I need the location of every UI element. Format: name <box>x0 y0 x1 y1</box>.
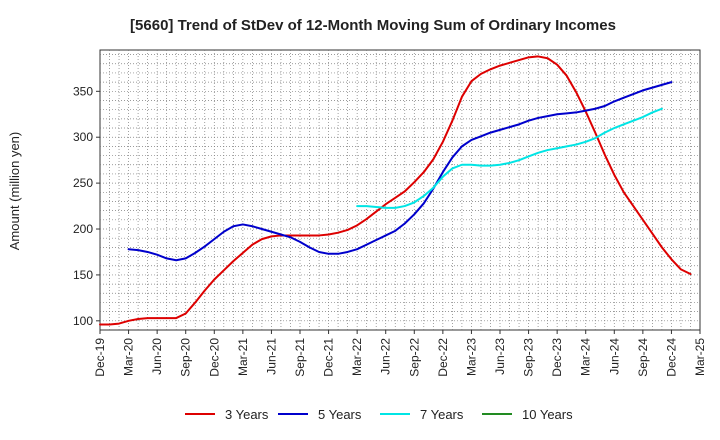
x-tick-label: Sep-23 <box>522 338 536 377</box>
legend: 3 Years 5 Years 7 Years 10 Years <box>185 407 573 422</box>
x-tick-label: Dec-22 <box>436 338 450 377</box>
y-tick-label: 100 <box>73 314 93 328</box>
x-tick-label: Jun-21 <box>264 338 278 375</box>
x-tick-label: Mar-24 <box>579 338 593 376</box>
y-tick-label: 350 <box>73 84 93 98</box>
x-tick-label: Mar-22 <box>350 338 364 376</box>
x-tick-label: Mar-21 <box>236 338 250 376</box>
x-tick-label: Dec-20 <box>207 338 221 377</box>
y-tick-label: 300 <box>73 130 93 144</box>
x-tick-label: Dec-23 <box>550 338 564 377</box>
series-line-7-years <box>356 107 663 209</box>
x-tick-label: Jun-23 <box>493 338 507 375</box>
legend-7-years-label: 7 Years <box>420 407 464 422</box>
plot-area: 100 150 200 250 300 350 Dec-19 Mar-20 Jun-20 Sep-… <box>73 49 707 377</box>
x-tick-label: Jun-24 <box>607 338 621 375</box>
series-line-5-years <box>127 81 673 262</box>
y-tick-label: 250 <box>73 176 93 190</box>
x-tick-label: Dec-19 <box>93 338 107 377</box>
x-tick-label: Jun-22 <box>379 338 393 375</box>
x-tick-label: Mar-20 <box>122 338 136 376</box>
x-tick-label: Mar-23 <box>464 338 478 376</box>
plot-frame <box>99 49 701 331</box>
x-tick-label: Sep-21 <box>293 338 307 377</box>
legend-3-years-label: 3 Years <box>225 407 269 422</box>
legend-5-years-label: 5 Years <box>318 407 362 422</box>
y-tick-label: 200 <box>73 222 93 236</box>
chart-title: [5660] Trend of StDev of 12-Month Moving… <box>130 17 616 34</box>
series-line-3-years <box>99 55 692 326</box>
x-tick-label: Mar-25 <box>693 338 707 376</box>
legend-10-years-label: 10 Years <box>522 407 573 422</box>
x-tick-label: Dec-21 <box>322 338 336 377</box>
x-tick-label: Sep-24 <box>636 338 650 377</box>
x-tick-label: Sep-20 <box>179 338 193 377</box>
x-tick-label: Dec-24 <box>664 338 678 377</box>
x-tick-label: Jun-20 <box>150 338 164 375</box>
y-axis-label: Amount (million yen) <box>7 132 22 251</box>
y-tick-label: 150 <box>73 268 93 282</box>
x-tick-label: Sep-22 <box>407 338 421 377</box>
